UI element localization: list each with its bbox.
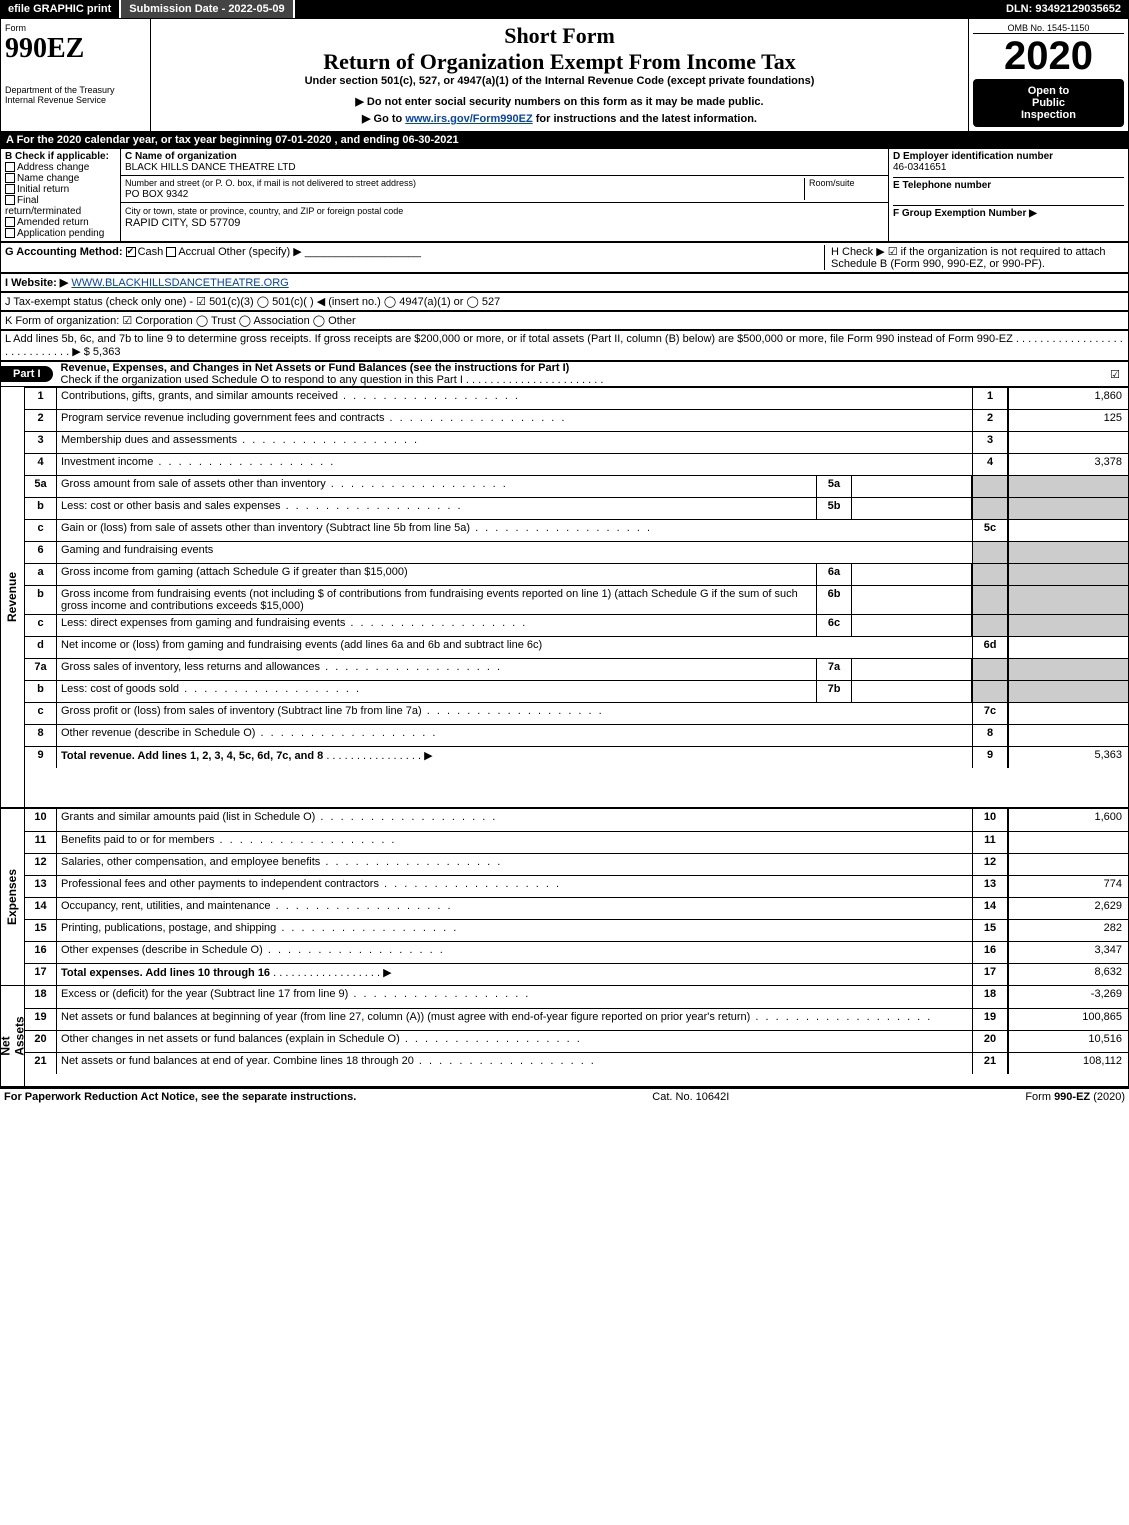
- form-word: Form: [5, 23, 146, 33]
- website-link[interactable]: WWW.BLACKHILLSDANCETHEATRE.ORG: [71, 277, 288, 289]
- topbar: efile GRAPHIC print Submission Date - 20…: [0, 0, 1129, 18]
- row-g-h: G Accounting Method: Cash Accrual Other …: [0, 242, 1129, 273]
- room-suite: Room/suite: [804, 178, 884, 200]
- revenue-section: Revenue 1Contributions, gifts, grants, a…: [0, 387, 1129, 807]
- footer-left: For Paperwork Reduction Act Notice, see …: [4, 1091, 356, 1103]
- org-city: RAPID CITY, SD 57709: [125, 217, 240, 229]
- row-k: K Form of organization: ☑ Corporation ◯ …: [0, 311, 1129, 330]
- subtitle: Under section 501(c), 527, or 4947(a)(1)…: [155, 75, 964, 87]
- dept-irs: Internal Revenue Service: [5, 95, 146, 105]
- note-ssn: ▶ Do not enter social security numbers o…: [155, 95, 964, 108]
- expenses-section: Expenses 10Grants and similar amounts pa…: [0, 807, 1129, 986]
- submission-date: Submission Date - 2022-05-09: [121, 0, 294, 18]
- efile-print: efile GRAPHIC print: [0, 0, 121, 18]
- note-goto: ▶ Go to www.irs.gov/Form990EZ for instru…: [155, 112, 964, 125]
- part1-header: Part I Revenue, Expenses, and Changes in…: [0, 361, 1129, 387]
- open-to-public: Open to Public Inspection: [973, 79, 1124, 127]
- short-form: Short Form: [155, 23, 964, 49]
- row-i: I Website: ▶ WWW.BLACKHILLSDANCETHEATRE.…: [0, 273, 1129, 292]
- org-details: C Name of organization BLACK HILLS DANCE…: [121, 149, 888, 241]
- netassets-section: Net Assets 18Excess or (deficit) for the…: [0, 986, 1129, 1087]
- row-h: H Check ▶ ☑ if the organization is not r…: [824, 245, 1124, 270]
- form-header: Form 990EZ Department of the Treasury In…: [0, 18, 1129, 132]
- period-row: A For the 2020 calendar year, or tax yea…: [0, 132, 1129, 148]
- footer-right: Form 990-EZ (2020): [1025, 1091, 1125, 1103]
- irs-link[interactable]: www.irs.gov/Form990EZ: [405, 113, 532, 125]
- check-if-applicable: B Check if applicable: Address change Na…: [1, 149, 121, 241]
- org-name: BLACK HILLS DANCE THEATRE LTD: [125, 162, 296, 173]
- page-footer: For Paperwork Reduction Act Notice, see …: [0, 1087, 1129, 1105]
- tax-year: 2020: [973, 34, 1124, 79]
- org-address: PO BOX 9342: [125, 189, 188, 200]
- ein-block: D Employer identification number 46-0341…: [888, 149, 1128, 241]
- main-title: Return of Organization Exempt From Incom…: [155, 49, 964, 75]
- row-l: L Add lines 5b, 6c, and 7b to line 9 to …: [0, 330, 1129, 361]
- form-number: 990EZ: [5, 33, 146, 65]
- part1-checkbox: ☑: [1102, 368, 1128, 381]
- ein: 46-0341651: [893, 162, 946, 173]
- dln: DLN: 93492129035652: [998, 0, 1129, 18]
- row-j: J Tax-exempt status (check only one) - ☑…: [0, 292, 1129, 311]
- omb: OMB No. 1545-1150: [973, 23, 1124, 34]
- dept-treasury: Department of the Treasury: [5, 85, 146, 95]
- org-info-block: B Check if applicable: Address change Na…: [0, 148, 1129, 242]
- footer-mid: Cat. No. 10642I: [356, 1091, 1025, 1103]
